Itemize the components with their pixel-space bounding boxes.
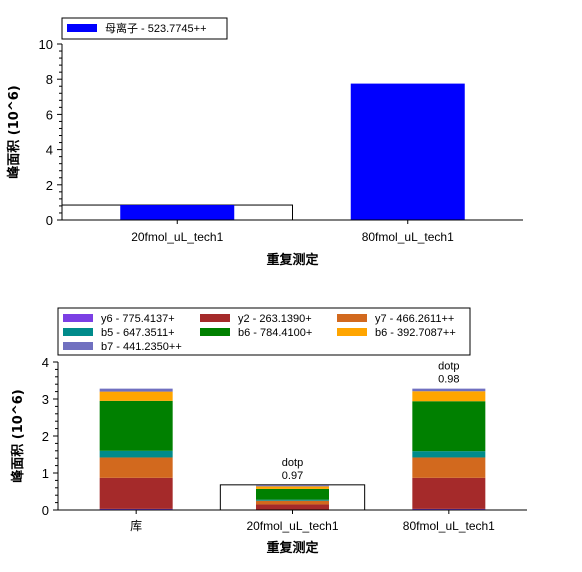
chart2-annotation-1-1: 0.98: [438, 374, 459, 386]
chart2-bar-0-6: [100, 389, 173, 392]
chart2-bar-1-3: [256, 500, 329, 501]
chart2-bar-2-1: [412, 478, 485, 509]
chart2-bar-2-2: [412, 457, 485, 477]
chart2-bar-1-2: [256, 501, 329, 505]
chart2-xtick-label-2: 80fmol_uL_tech1: [403, 519, 495, 533]
chart2-xlabel: 重复测定: [266, 540, 318, 556]
chart1-ytick-label-4: 8: [46, 72, 53, 87]
chart2-bar-1-6: [256, 485, 329, 486]
chart1-ytick-label-0: 0: [46, 213, 53, 228]
chart1-xlabel: 重复测定: [266, 252, 318, 268]
chart2-legend-swatch-3: [63, 328, 93, 336]
chart2-ylabel: 峰面积 (10^6): [10, 389, 26, 482]
chart2-ytick-label-4: 4: [42, 355, 49, 370]
chart1-bar-1: [351, 84, 465, 220]
chart2-bar-0-3: [100, 451, 173, 458]
chart2-legend-swatch-1: [200, 314, 230, 322]
chart1-legend-swatch-0: [67, 24, 97, 32]
chart2-annotation-0-1: 0.97: [282, 470, 303, 482]
chart2-legend-label-0: y6 - 775.4137+: [101, 313, 175, 325]
chart2-xtick-label-0: 库: [130, 518, 142, 533]
chart2-annotation-0-0: dotp: [282, 457, 303, 469]
chart2-bar-1-1: [256, 504, 329, 509]
chart2-bar-0-4: [100, 401, 173, 451]
chart2-ytick-label-0: 0: [42, 503, 49, 518]
chart2-ytick-label-1: 1: [42, 466, 49, 481]
chart1-ytick-label-3: 6: [46, 107, 53, 122]
chart1-bar-0: [120, 205, 234, 220]
chart2-ytick-label-3: 3: [42, 392, 49, 407]
chart1-xtick-label-1: 80fmol_uL_tech1: [362, 230, 454, 244]
chart2-legend-swatch-6: [63, 342, 93, 350]
chart2-legend-label-4: b6 - 784.4100+: [238, 327, 312, 339]
chart1-ytick-label-1: 2: [46, 178, 53, 193]
chart2-legend-label-2: y7 - 466.2611++: [375, 313, 454, 325]
chart1-ytick-label-5: 10: [39, 37, 53, 52]
chart2-legend-label-5: b6 - 392.7087++: [375, 327, 456, 339]
chart1-xtick-label-0: 20fmol_uL_tech1: [131, 230, 223, 244]
chart2-bar-0-1: [100, 478, 173, 509]
chart2-bar-0-5: [100, 392, 173, 401]
chart2-legend-swatch-0: [63, 314, 93, 322]
chart2-legend-label-3: b5 - 647.3511+: [101, 327, 175, 339]
chart2-legend-swatch-5: [337, 328, 367, 336]
chart2-bar-1-4: [256, 489, 329, 500]
chart2-bar-2-4: [412, 401, 485, 451]
chart2-legend-label-1: y2 - 263.1390+: [238, 313, 312, 325]
chart2-bar-2-6: [412, 389, 485, 392]
chart1-ytick-label-2: 4: [46, 143, 53, 158]
chart1-ylabel: 峰面积 (10^6): [6, 85, 22, 178]
chart2-bar-0-2: [100, 457, 173, 477]
chart2-annotation-1-0: dotp: [438, 361, 459, 373]
chart2-xtick-label-1: 20fmol_uL_tech1: [246, 519, 338, 533]
chart2-bar-1-5: [256, 486, 329, 489]
chart2-bar-2-5: [412, 391, 485, 401]
chart2-legend-swatch-4: [200, 328, 230, 336]
chart2-bar-2-3: [412, 451, 485, 457]
chart2-legend-label-6: b7 - 441.2350++: [101, 341, 182, 353]
chart2-legend-swatch-2: [337, 314, 367, 322]
chart2-ytick-label-2: 2: [42, 429, 49, 444]
chart1-legend-label-0: 母离子 - 523.7745++: [105, 21, 207, 35]
